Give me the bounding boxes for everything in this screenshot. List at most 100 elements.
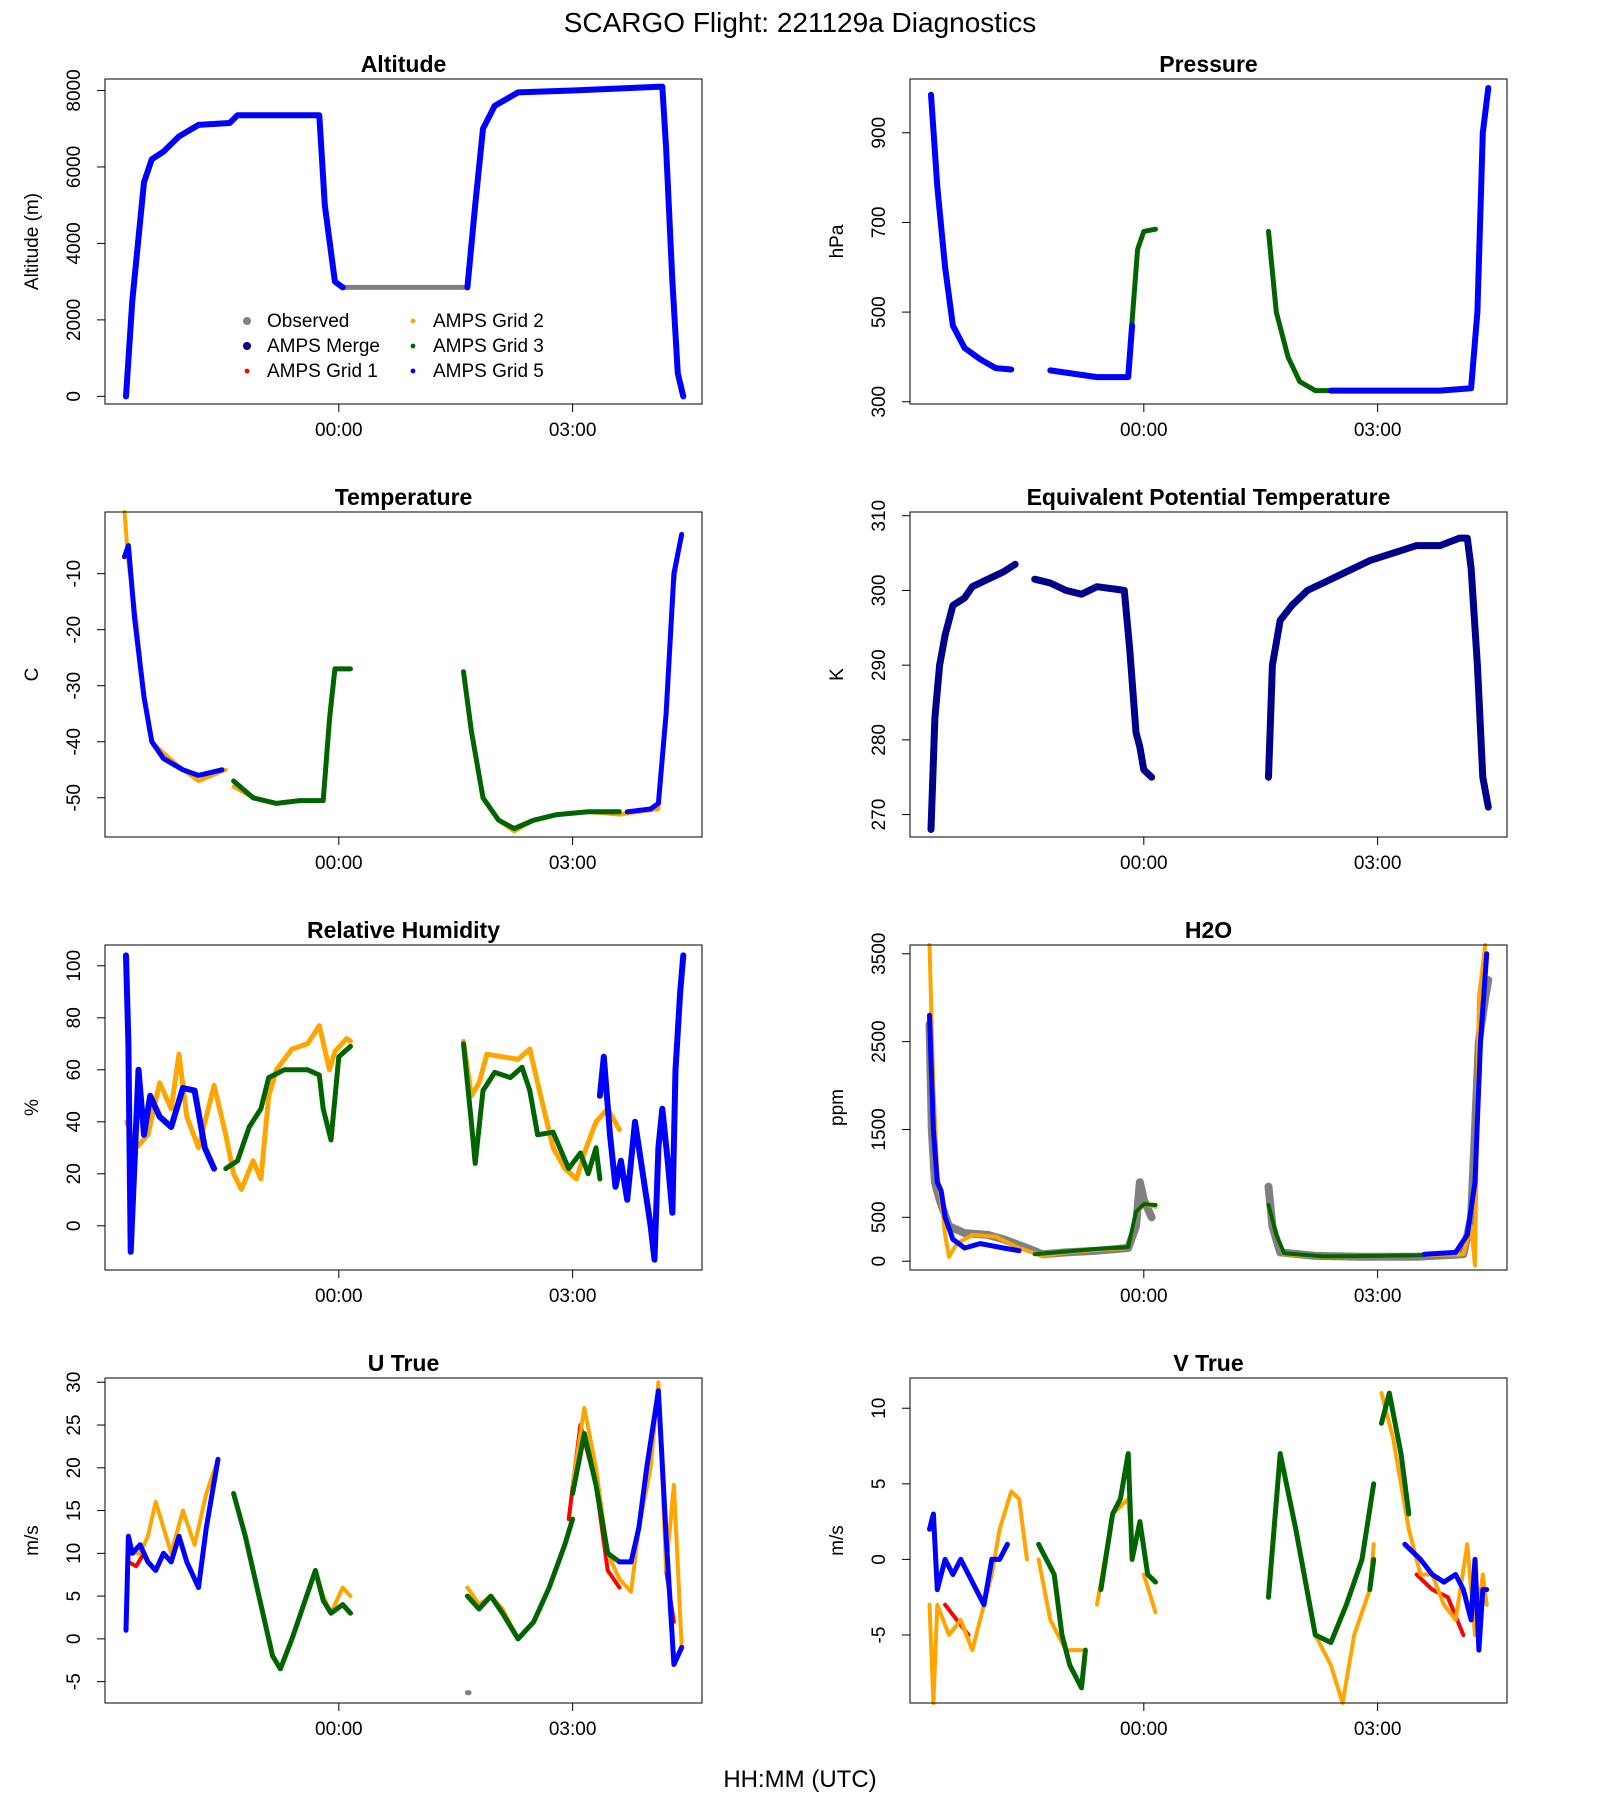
v-true-amps-grid-3-segment-2 bbox=[1098, 1451, 1158, 1593]
temperature-ytick-label: -10 bbox=[64, 560, 85, 587]
v-true-amps-grid-5-segment-1 bbox=[927, 1511, 1010, 1608]
temperature-amps-grid-3-segment-2 bbox=[461, 669, 622, 832]
temperature-plot-frame bbox=[104, 511, 703, 838]
pressure-ytick-label: 300 bbox=[869, 386, 890, 418]
temperature-series-amps-grid-2 bbox=[122, 510, 683, 834]
u-true-amps-grid-5-segment-1 bbox=[123, 1456, 221, 1633]
v-true-ylabel: m/s bbox=[827, 1525, 848, 1556]
v-true-amps-grid-3-segment-4 bbox=[1367, 1556, 1377, 1593]
relative-humidity-series-amps-grid-5 bbox=[123, 952, 687, 1263]
temperature-amps-grid-5-segment-1 bbox=[122, 543, 225, 778]
temperature-amps-grid-2-segment-3 bbox=[461, 538, 683, 834]
h2o-xtick-label: 00:00 bbox=[1120, 1286, 1168, 1307]
v-true-series-amps-grid-1 bbox=[943, 1572, 1466, 1637]
altitude-panel: Altitude 0 2000 4000 6000 8000 00:00 03:00 Altit… bbox=[22, 51, 703, 441]
altitude-ylabel: Altitude (m) bbox=[22, 193, 43, 290]
altitude-ytick-label: 0 bbox=[64, 391, 85, 402]
u-true-ytick-label: 30 bbox=[64, 1372, 85, 1393]
relative-humidity-ytick-label: 20 bbox=[64, 1163, 85, 1184]
temperature-amps-grid-3-segment-1 bbox=[231, 666, 353, 806]
u-true-ytick-label: 0 bbox=[64, 1634, 85, 1645]
equivalent-potential-temperature-series-amps-merge bbox=[927, 534, 1492, 833]
temperature-xtick-label: 03:00 bbox=[549, 853, 597, 874]
h2o-panel: H2O 0 500 1500 2500 3500 00:00 03:00 ppm bbox=[827, 917, 1508, 1307]
v-true-ytick-label: 0 bbox=[869, 1554, 890, 1565]
u-true-amps-grid-3-segment-3 bbox=[570, 1431, 622, 1565]
legend-label-amps-merge: AMPS Merge bbox=[267, 336, 380, 357]
u-true-amps-grid-1-segment-1 bbox=[126, 1551, 146, 1569]
v-true-series-amps-grid-3 bbox=[1036, 1390, 1412, 1691]
u-true-ytick-label: 15 bbox=[64, 1500, 85, 1521]
relative-humidity-panel: Relative Humidity 0 20 40 60 80 100 00:00 03:00% bbox=[22, 917, 703, 1307]
relative-humidity-plot-frame bbox=[104, 944, 703, 1271]
pressure-xtick-label: 00:00 bbox=[1120, 420, 1168, 441]
equivalent-potential-temperature-ytick-label: 300 bbox=[869, 575, 890, 607]
h2o-amps-grid-2-segment-1 bbox=[927, 943, 1158, 1259]
relative-humidity-ytick-label: 40 bbox=[64, 1111, 85, 1132]
relative-humidity-amps-grid-5-segment-1 bbox=[123, 952, 218, 1255]
u-true-xtick-label: 03:00 bbox=[549, 1719, 597, 1740]
equivalent-potential-temperature-ytick-label: 310 bbox=[869, 500, 890, 532]
altitude-title: Altitude bbox=[361, 51, 447, 77]
h2o-title: H2O bbox=[1185, 917, 1232, 943]
v-true-amps-grid-3-segment-5 bbox=[1379, 1390, 1412, 1517]
v-true-amps-grid-5-segment-2 bbox=[1402, 1541, 1490, 1653]
pressure-ytick-label: 700 bbox=[869, 207, 890, 239]
pressure-ylabel: hPa bbox=[827, 224, 848, 258]
v-true-amps-grid-3-segment-1 bbox=[1036, 1541, 1088, 1691]
relative-humidity-series-amps-grid-3 bbox=[223, 1041, 603, 1182]
h2o-ylabel: ppm bbox=[827, 1089, 848, 1126]
h2o-ytick-label: 2500 bbox=[869, 1020, 890, 1062]
relative-humidity-amps-grid-3-segment-1 bbox=[223, 1043, 353, 1172]
equivalent-potential-temperature-title: Equivalent Potential Temperature bbox=[1027, 484, 1391, 510]
equivalent-potential-temperature-amps-merge-segment-2 bbox=[1031, 575, 1156, 781]
temperature-title: Temperature bbox=[335, 484, 473, 510]
pressure-amps-grid-5-segment-1 bbox=[928, 91, 1015, 373]
relative-humidity-ytick-label: 60 bbox=[64, 1059, 85, 1080]
h2o-series-amps-grid-5 bbox=[927, 951, 1490, 1257]
legend-label-amps-grid-3: AMPS Grid 3 bbox=[433, 336, 544, 357]
v-true-xtick-label: 03:00 bbox=[1354, 1719, 1402, 1740]
temperature-xtick-label: 00:00 bbox=[315, 853, 363, 874]
v-true-series-amps-grid-2 bbox=[927, 1391, 1489, 1705]
altitude-ytick-label: 2000 bbox=[64, 299, 85, 341]
h2o-xtick-label: 03:00 bbox=[1354, 1286, 1402, 1307]
v-true-amps-grid-3-segment-3 bbox=[1266, 1451, 1377, 1645]
v-true-amps-grid-2-segment-4 bbox=[1141, 1572, 1158, 1615]
h2o-amps-grid-2-segment-2 bbox=[1266, 943, 1488, 1268]
pressure-plot-frame bbox=[909, 78, 1508, 405]
equivalent-potential-temperature-plot-frame bbox=[909, 511, 1508, 838]
legend-marker-observed bbox=[243, 317, 251, 325]
legend-marker-amps-grid-1 bbox=[244, 368, 250, 374]
altitude-xtick-label: 03:00 bbox=[549, 420, 597, 441]
relative-humidity-amps-grid-5-segment-2 bbox=[596, 952, 687, 1263]
u-true-ytick-label: -5 bbox=[64, 1673, 85, 1690]
pressure-xtick-label: 03:00 bbox=[1354, 420, 1402, 441]
u-true-ytick-label: 10 bbox=[64, 1543, 85, 1564]
u-true-xtick-label: 00:00 bbox=[315, 1719, 363, 1740]
relative-humidity-ytick-label: 100 bbox=[64, 950, 85, 982]
h2o-observed-segment-2 bbox=[1264, 976, 1493, 1261]
h2o-ytick-label: 3500 bbox=[869, 933, 890, 975]
pressure-amps-grid-5-segment-3 bbox=[1327, 85, 1492, 394]
h2o-series-amps-grid-3 bbox=[1032, 1202, 1427, 1259]
u-true-series-amps-grid-5 bbox=[123, 1388, 685, 1667]
v-true-xtick-label: 00:00 bbox=[1120, 1719, 1168, 1740]
u-true-amps-grid-2-segment-1 bbox=[126, 1457, 220, 1556]
pressure-ytick-label: 900 bbox=[869, 117, 890, 149]
relative-humidity-amps-grid-2-segment-1 bbox=[124, 1023, 353, 1192]
h2o-ytick-label: 500 bbox=[869, 1201, 890, 1233]
relative-humidity-ytick-label: 80 bbox=[64, 1007, 85, 1028]
temperature-ytick-label: -40 bbox=[64, 728, 85, 755]
v-true-ytick-label: 10 bbox=[869, 1398, 890, 1419]
temperature-ytick-label: -30 bbox=[64, 672, 85, 699]
pressure-panel: Pressure 300 500 700 900 00:00 03:00 hPa bbox=[827, 51, 1508, 441]
legend-label-amps-grid-5: AMPS Grid 5 bbox=[433, 361, 544, 382]
h2o-amps-grid-5-segment-2 bbox=[1421, 951, 1490, 1257]
relative-humidity-xtick-label: 03:00 bbox=[549, 1286, 597, 1307]
legend-marker-amps-grid-3 bbox=[410, 343, 416, 349]
v-true-amps-grid-2-segment-2 bbox=[1036, 1557, 1084, 1653]
u-true-panel: U True -5 0 5 10 15 20 25 30 00:00 03:00 m/s bbox=[22, 1350, 703, 1740]
